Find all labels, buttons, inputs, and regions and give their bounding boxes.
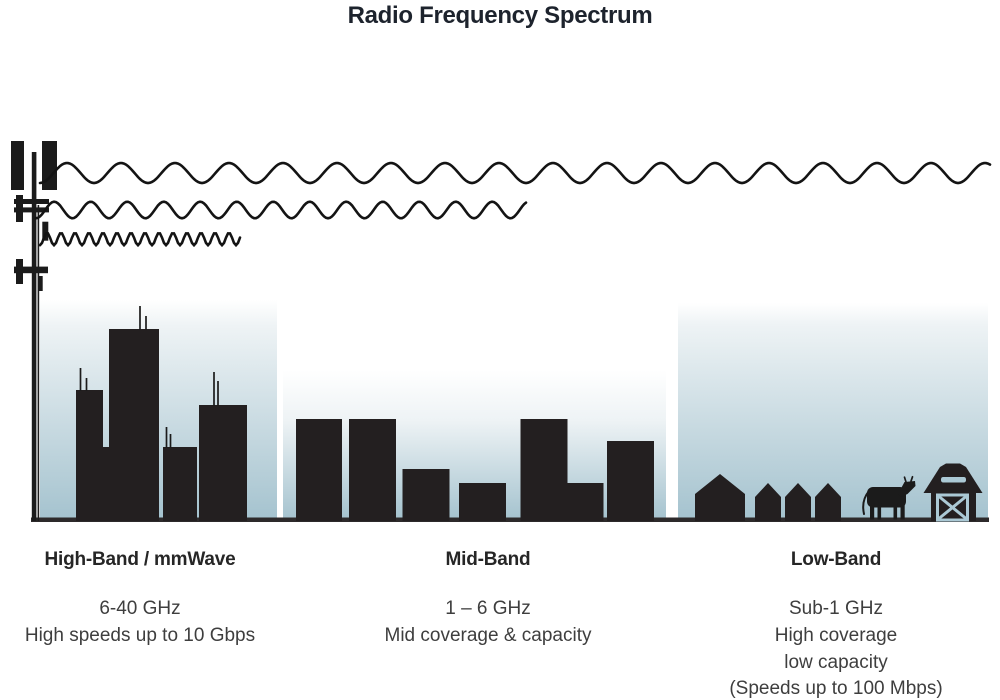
tower-part [14,207,49,213]
cell-tower-icon [11,141,57,521]
ground-line [31,517,989,522]
tower-part [16,259,23,284]
high-band-description: High speeds up to 10 Gbps [24,624,256,646]
building [76,390,103,521]
page-title: Radio Frequency Spectrum [347,2,653,29]
low-band-heading: Low-Band [790,549,882,570]
mid-band-label: Mid-Band 1 – 6 GHz Mid coverage & capaci… [348,549,628,650]
tower-part [42,221,49,241]
building [109,329,159,521]
building [607,441,654,521]
high-band-label: High-Band / mmWave 6-40 GHz High speeds … [0,549,280,650]
house [815,483,841,521]
house [755,483,781,521]
high-band-heading: High-Band / mmWave [44,549,236,570]
tower-part [42,141,57,190]
building [296,419,342,521]
building [163,447,197,521]
building [349,419,396,521]
tower-part [16,195,23,222]
radio-waves [34,161,992,248]
building [459,483,506,521]
low-band-frequency: Sub-1 GHz [789,598,883,619]
tower-part [31,152,37,521]
low-band-label: Low-Band Sub-1 GHz High coverage low cap… [696,549,976,700]
building-silhouettes [76,306,654,521]
barn-door [936,493,969,522]
building [103,447,109,521]
high-band-frequency: 6-40 GHz [99,598,181,619]
tower-part [14,199,49,204]
mid-band-heading: Mid-Band [445,549,531,570]
building [520,419,568,521]
building [567,483,604,521]
building [402,469,450,521]
tower-part [37,205,40,521]
low-band-wave [38,161,992,185]
tower-part [14,266,48,274]
barn-vent [941,477,966,483]
mid-band-description: Mid coverage & capacity [384,624,592,646]
mid-band-frequency: 1 – 6 GHz [445,598,531,619]
tower-part [11,141,24,190]
low-band-description: low capacity [784,651,888,673]
low-band-description: High coverage [774,624,898,646]
building [199,405,247,521]
mid-band-sky [283,300,666,519]
house [695,474,745,521]
high-band-wave [38,232,242,248]
barn-icon [923,463,983,522]
cow-icon [862,475,916,520]
ground-line [31,517,989,522]
mid-band-wave [34,200,528,220]
house [785,483,811,521]
tower-part [38,276,43,291]
house-silhouettes [695,474,841,521]
low-band-description: (Speeds up to 100 Mbps) [729,678,943,700]
